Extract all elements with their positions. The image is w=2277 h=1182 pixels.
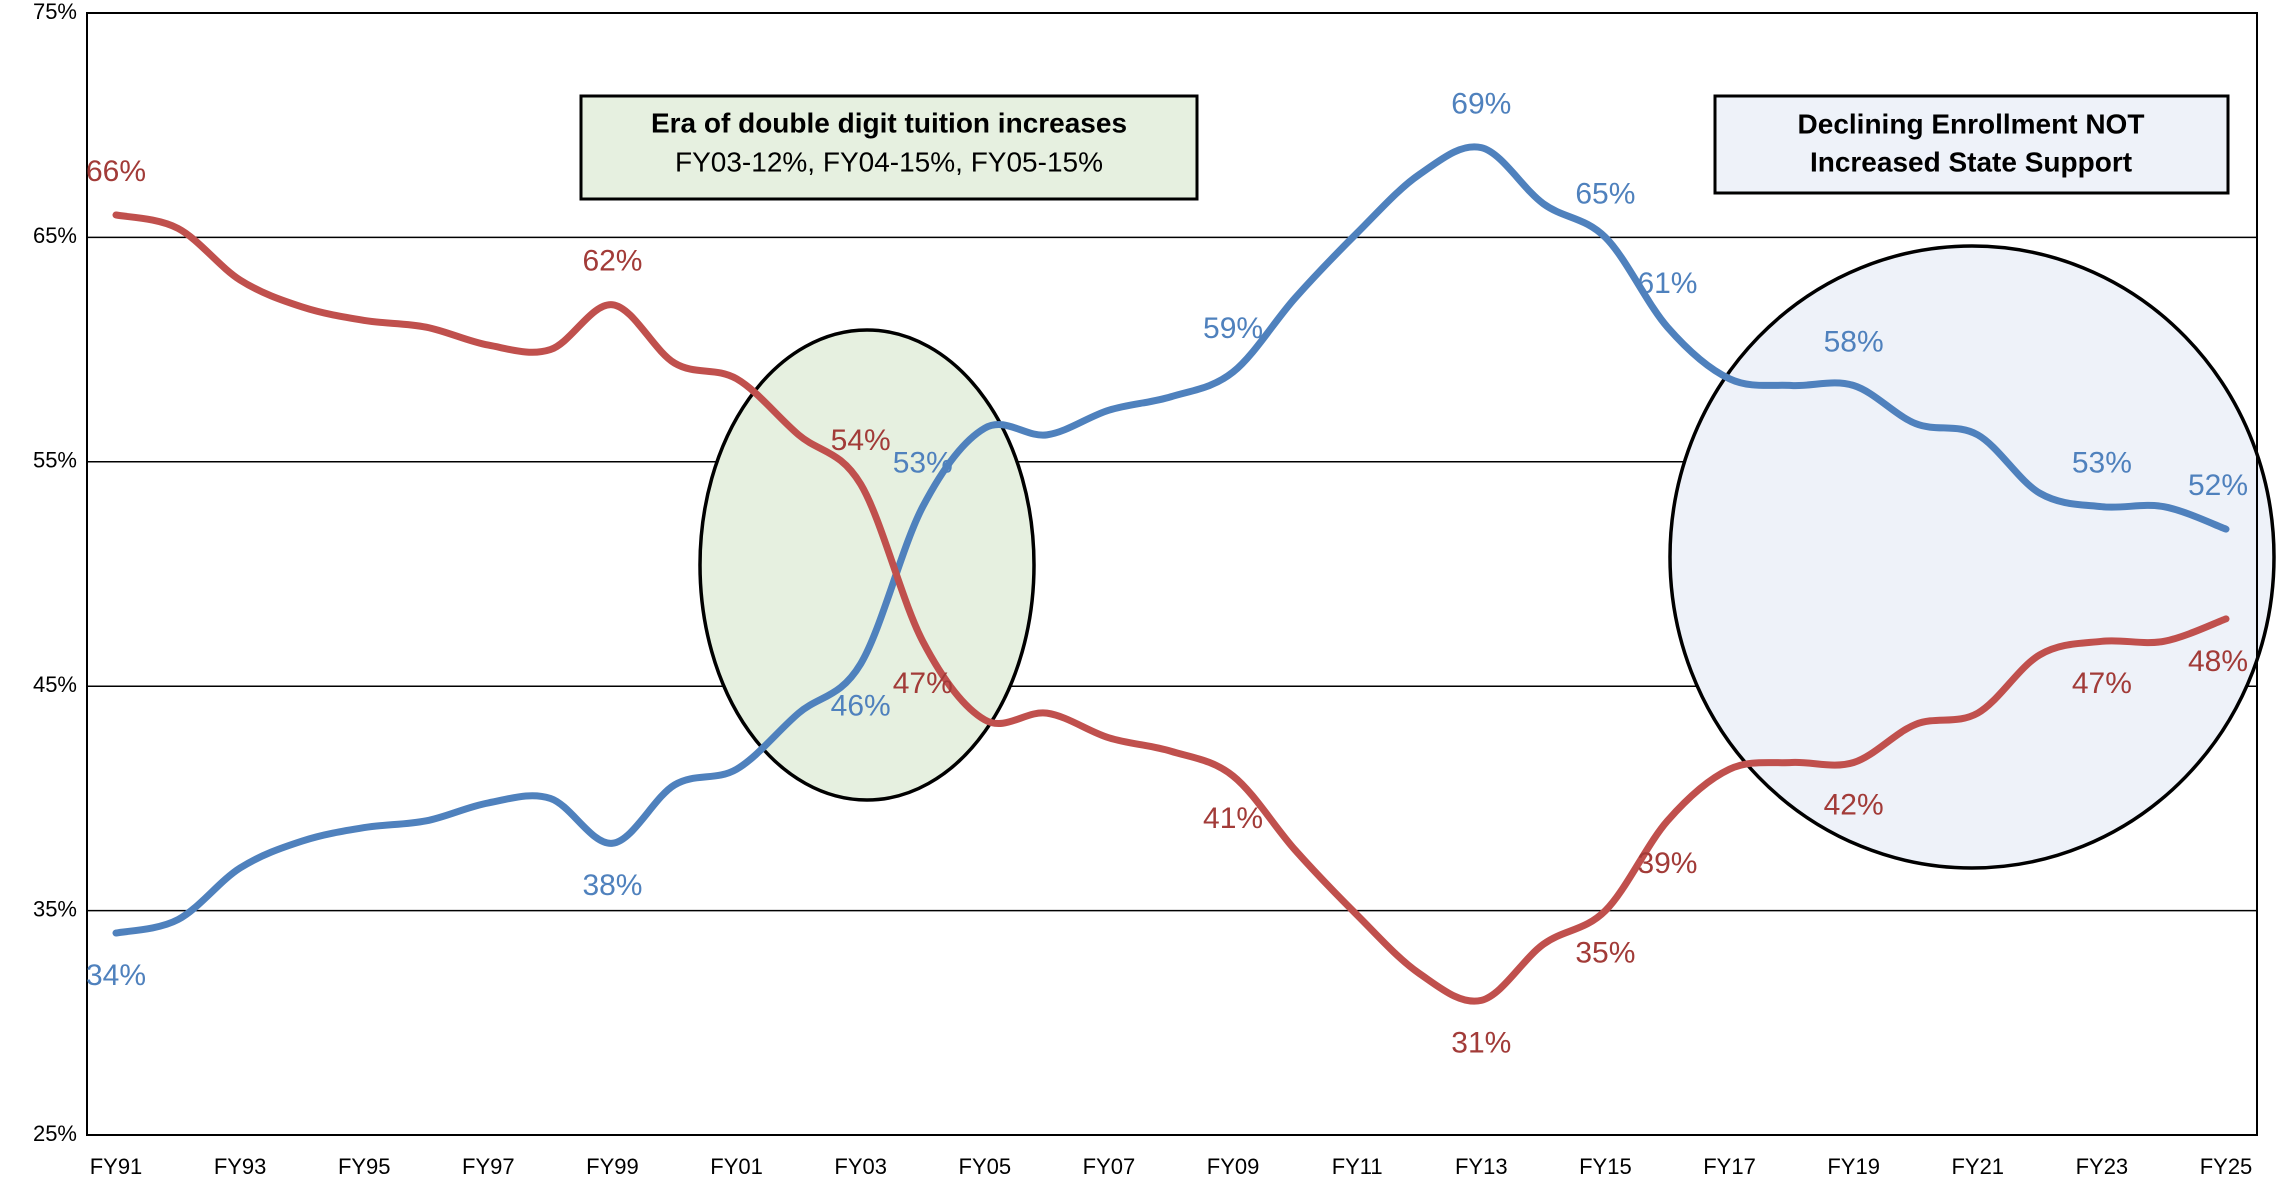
data-label: 58%	[1824, 325, 1884, 358]
highlight-layer	[698, 244, 2276, 870]
data-label: 47%	[893, 667, 953, 700]
annotation-text: Increased State Support	[1810, 146, 2132, 177]
annotation-text: Era of double digit tuition increases	[651, 107, 1127, 138]
y-tick-label: 75%	[33, 0, 77, 24]
x-tick-label: FY93	[214, 1154, 267, 1179]
data-label: 31%	[1451, 1026, 1511, 1059]
data-label: 53%	[2072, 447, 2132, 480]
x-tick-label: FY09	[1207, 1154, 1260, 1179]
data-label: 69%	[1451, 88, 1511, 121]
series-line	[112, 143, 2230, 937]
annotation-box	[1713, 94, 2230, 195]
x-tick-label: FY91	[90, 1154, 143, 1179]
data-label: 47%	[2072, 667, 2132, 700]
x-tick-label: FY25	[2200, 1154, 2253, 1179]
y-tick-label: 25%	[33, 1121, 77, 1146]
data-label: 52%	[2188, 469, 2248, 502]
data-label: 46%	[831, 690, 891, 723]
annotation-boxes: Era of double digit tuition increases FY…	[579, 94, 2230, 201]
data-label: 41%	[1203, 802, 1263, 835]
x-tick-label: FY05	[959, 1154, 1012, 1179]
annotation-text: Declining Enrollment NOT	[1798, 108, 2145, 139]
x-tick-label: FY21	[1951, 1154, 2004, 1179]
data-label: 54%	[831, 424, 891, 457]
x-tick-label: FY13	[1455, 1154, 1508, 1179]
data-label: 61%	[1637, 267, 1697, 300]
data-label: 66%	[86, 155, 146, 188]
data-label: 53%	[893, 447, 953, 480]
annotation-box	[579, 94, 1199, 201]
y-tick-label: 65%	[33, 223, 77, 248]
y-tick-label: 55%	[33, 448, 77, 473]
data-label: 62%	[582, 245, 642, 278]
x-tick-label: FY03	[834, 1154, 887, 1179]
data-label: 65%	[1575, 177, 1635, 210]
data-label: 35%	[1575, 937, 1635, 970]
x-tick-label: FY11	[1332, 1154, 1383, 1179]
x-tick-label: FY19	[1827, 1154, 1880, 1179]
data-label: 48%	[2188, 645, 2248, 678]
annotation-text: FY03-12%, FY04-15%, FY05-15%	[675, 146, 1103, 177]
data-label: 34%	[86, 959, 146, 992]
y-tick-label: 45%	[33, 672, 77, 697]
x-tick-label: FY97	[462, 1154, 515, 1179]
x-tick-label: FY15	[1579, 1154, 1632, 1179]
x-tick-label: FY17	[1703, 1154, 1756, 1179]
x-tick-label: FY99	[586, 1154, 639, 1179]
data-label: 39%	[1637, 847, 1697, 880]
highlight-ellipse	[698, 328, 1036, 802]
series-line	[112, 211, 2230, 1005]
x-tick-label: FY01	[710, 1154, 763, 1179]
plot-frame	[86, 12, 2258, 1136]
x-tick-label: FY07	[1083, 1154, 1136, 1179]
data-label: 42%	[1824, 788, 1884, 821]
x-tick-label: FY23	[2076, 1154, 2129, 1179]
data-label: 59%	[1203, 312, 1263, 345]
y-tick-label: 35%	[33, 896, 77, 921]
data-label: 38%	[582, 869, 642, 902]
highlight-circle	[1668, 244, 2276, 870]
x-tick-label: FY95	[338, 1154, 391, 1179]
